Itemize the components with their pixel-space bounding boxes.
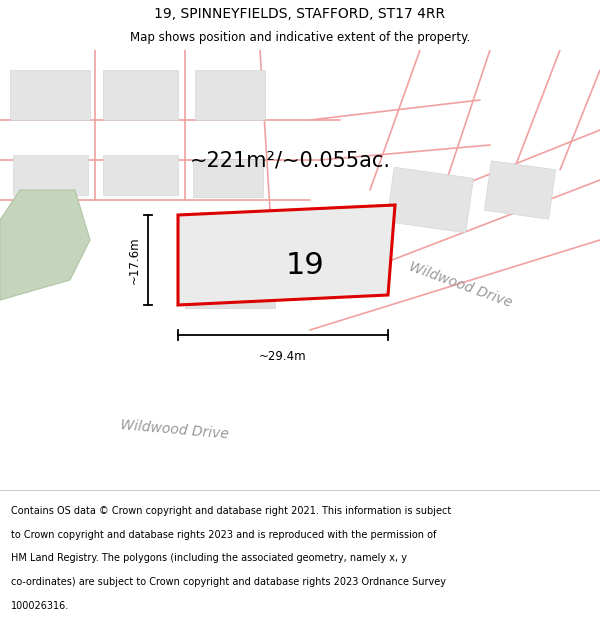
Text: Contains OS data © Crown copyright and database right 2021. This information is : Contains OS data © Crown copyright and d…: [11, 506, 451, 516]
Polygon shape: [0, 190, 90, 300]
Text: Map shows position and indicative extent of the property.: Map shows position and indicative extent…: [130, 31, 470, 44]
Polygon shape: [386, 168, 473, 232]
Polygon shape: [195, 70, 265, 120]
Text: ~29.4m: ~29.4m: [259, 351, 307, 364]
Text: Wildwood Drive: Wildwood Drive: [407, 260, 514, 310]
Text: co-ordinates) are subject to Crown copyright and database rights 2023 Ordnance S: co-ordinates) are subject to Crown copyr…: [11, 577, 446, 587]
Polygon shape: [13, 155, 88, 195]
Text: 100026316.: 100026316.: [11, 601, 69, 611]
Text: to Crown copyright and database rights 2023 and is reproduced with the permissio: to Crown copyright and database rights 2…: [11, 530, 436, 540]
Text: ~17.6m: ~17.6m: [128, 236, 140, 284]
Polygon shape: [193, 159, 263, 197]
Polygon shape: [185, 213, 275, 258]
Polygon shape: [10, 70, 90, 120]
Polygon shape: [178, 205, 395, 305]
Polygon shape: [185, 272, 275, 308]
Polygon shape: [484, 161, 556, 219]
Text: ~221m²/~0.055ac.: ~221m²/~0.055ac.: [190, 150, 391, 170]
Text: Wildwood Drive: Wildwood Drive: [120, 418, 230, 442]
Polygon shape: [103, 155, 178, 195]
Text: 19, SPINNEYFIELDS, STAFFORD, ST17 4RR: 19, SPINNEYFIELDS, STAFFORD, ST17 4RR: [154, 7, 446, 21]
Text: HM Land Registry. The polygons (including the associated geometry, namely x, y: HM Land Registry. The polygons (includin…: [11, 554, 407, 564]
Text: 19: 19: [286, 251, 324, 279]
Polygon shape: [103, 70, 178, 120]
